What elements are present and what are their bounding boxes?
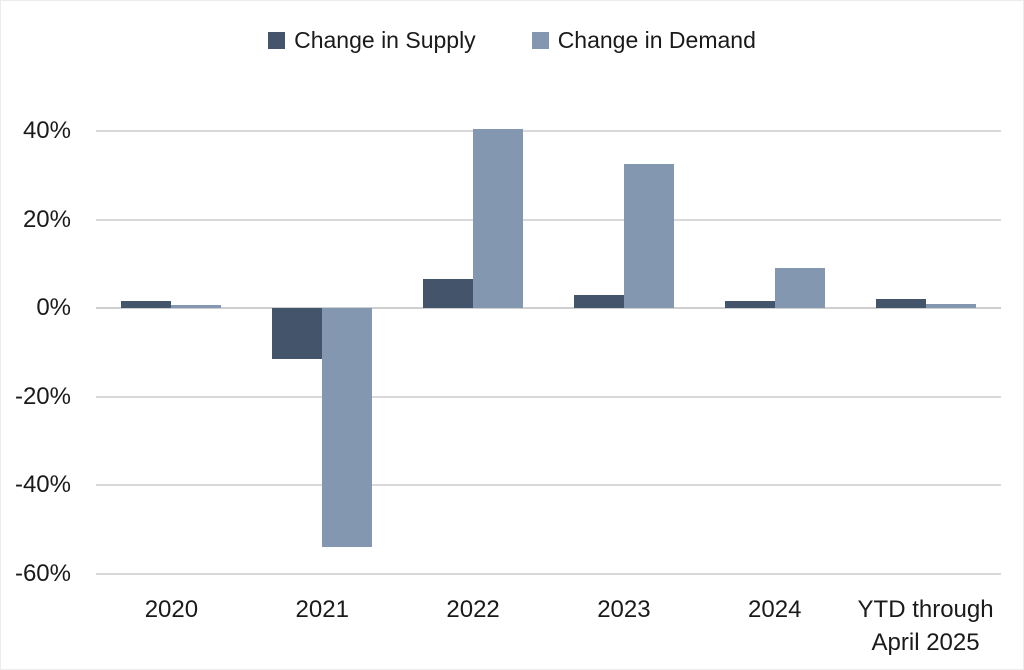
bar-change-in-demand-2020 <box>171 304 222 308</box>
x-axis-tick-label: 2022 <box>446 596 500 623</box>
y-axis-tick-label: -20% <box>14 382 71 410</box>
chart-legend: Change in Supply Change in Demand <box>1 27 1023 54</box>
x-axis-tick-label: 2023 <box>597 596 651 623</box>
gridline <box>96 130 1001 132</box>
bar-change-in-supply-2023 <box>573 294 624 308</box>
legend-label-demand: Change in Demand <box>557 27 756 53</box>
bar-change-in-supply-2024 <box>724 301 775 308</box>
legend-swatch-demand-icon <box>531 32 549 49</box>
y-axis-tick-label: -60% <box>14 559 71 587</box>
x-axis-tick-label: 2020 <box>144 596 199 623</box>
bar-change-in-demand-2021 <box>322 308 373 547</box>
legend-swatch-supply-icon <box>268 32 286 49</box>
bar-change-in-demand-2022 <box>473 128 524 308</box>
bar-change-in-supply-2020 <box>121 301 172 308</box>
y-axis-tick-label: 0% <box>36 294 71 321</box>
y-axis-tick-label: -40% <box>14 471 71 498</box>
y-axis-tick-label: 20% <box>22 205 71 233</box>
legend-label-supply: Change in Supply <box>294 27 476 53</box>
bar-change-in-demand-ytd-through-april-2025 <box>925 304 976 308</box>
gridline <box>96 484 1001 486</box>
gridline <box>96 218 1001 221</box>
gridline <box>96 395 1001 398</box>
bar-change-in-supply-ytd-through-april-2025 <box>875 299 926 308</box>
bar-change-in-demand-2023 <box>623 164 674 308</box>
zero-axis-line <box>96 307 1001 309</box>
y-axis-tick-label: 40% <box>22 117 71 144</box>
legend-item-supply: Change in Supply <box>268 27 476 54</box>
x-axis-tick-label: YTD through April 2025 <box>857 596 994 656</box>
legend-item-demand: Change in Demand <box>531 27 756 54</box>
x-axis-tick-label: 2021 <box>295 596 349 623</box>
bar-change-in-demand-2024 <box>774 268 825 308</box>
x-axis-tick-label: 2024 <box>748 596 802 623</box>
bar-change-in-supply-2022 <box>423 279 474 308</box>
bar-change-in-supply-2021 <box>272 308 323 359</box>
gridline <box>96 572 1001 575</box>
